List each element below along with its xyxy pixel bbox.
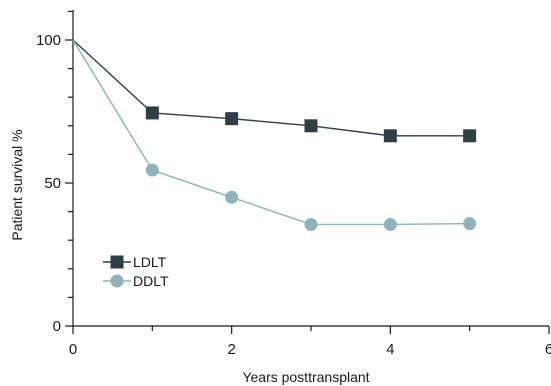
y-tick-label: 50 — [44, 175, 61, 192]
ticks — [65, 10, 550, 334]
series-ddlt — [72, 39, 477, 231]
data-point-ddlt — [383, 217, 397, 231]
data-point-ldlt — [225, 112, 239, 126]
data-point-ldlt — [463, 129, 477, 143]
tick-labels: 0 50 100 0 2 4 6 — [36, 32, 551, 358]
legend-item-ddlt: DDLT — [103, 273, 169, 289]
legend-marker-ddlt — [110, 274, 124, 288]
legend-label-ddlt: DDLT — [133, 273, 169, 289]
x-tick-label: 4 — [386, 341, 394, 358]
x-tick-label: 6 — [545, 341, 551, 358]
series-layer — [72, 39, 477, 231]
y-axis-title: Patient survival % — [9, 129, 25, 240]
x-tick-label: 0 — [69, 341, 77, 358]
data-point-ldlt — [304, 119, 318, 133]
x-axis-title: Years posttransplant — [242, 369, 369, 385]
legend-item-ldlt: LDLT — [103, 254, 167, 270]
data-point-ldlt — [383, 129, 397, 143]
legend-label-ldlt: LDLT — [133, 254, 167, 270]
data-point-ddlt — [304, 217, 318, 231]
legend-marker-ldlt — [110, 255, 124, 269]
series-ldlt — [72, 39, 477, 143]
legend: LDLT DDLT — [103, 254, 169, 289]
y-tick-label: 100 — [36, 32, 61, 49]
x-tick-label: 2 — [227, 341, 235, 358]
y-tick-label: 0 — [53, 318, 61, 335]
data-point-ldlt — [145, 106, 159, 120]
data-point-ddlt — [463, 217, 477, 231]
series-line-ddlt — [72, 39, 470, 226]
data-point-ddlt — [225, 190, 239, 204]
series-line-ldlt — [72, 39, 470, 137]
data-point-ddlt — [145, 163, 159, 177]
